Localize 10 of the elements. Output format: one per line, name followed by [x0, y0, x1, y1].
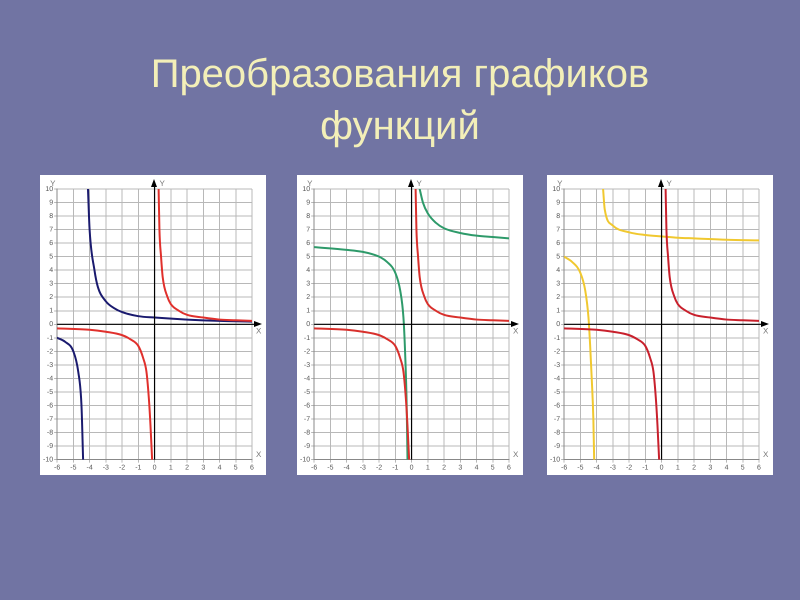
text: X [763, 450, 768, 459]
text: Преобразования графиков функций [150, 51, 650, 150]
y-axis-title: Y [160, 179, 166, 188]
x-axis-title: X [513, 326, 519, 336]
y-axis-title: Y [666, 179, 673, 188]
x-axis-title: X [256, 326, 262, 336]
text: X [513, 450, 518, 459]
y-axis-title: Y [416, 179, 423, 188]
x-axis-title: X [763, 326, 769, 336]
text: X [256, 450, 262, 459]
